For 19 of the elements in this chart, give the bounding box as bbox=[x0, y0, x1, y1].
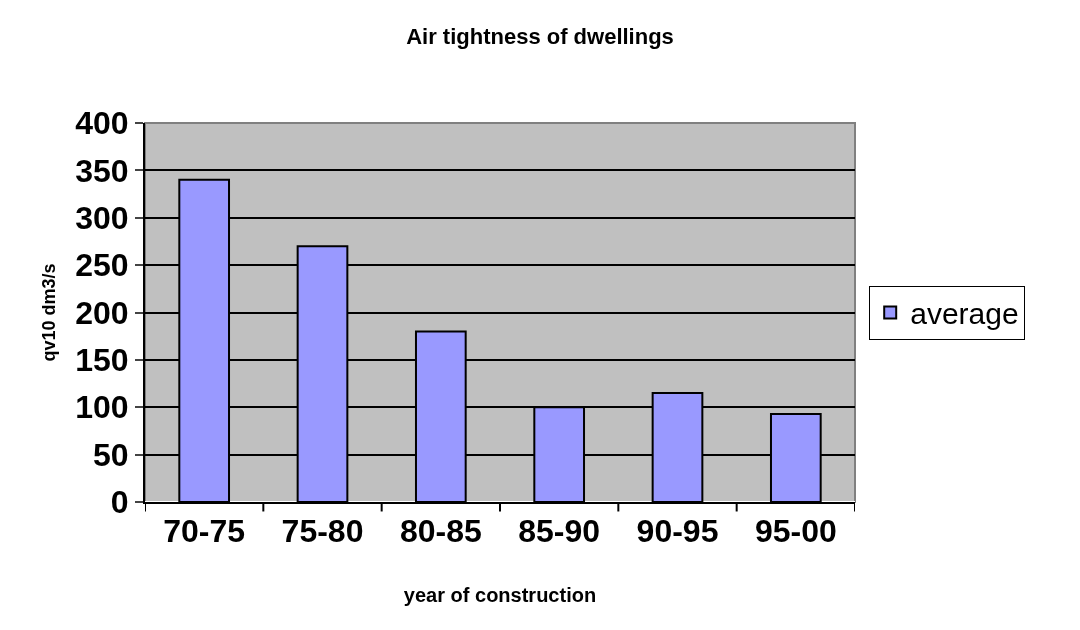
legend-label: average bbox=[910, 297, 1019, 331]
y-tick-label: 350 bbox=[75, 152, 129, 189]
y-tick-label: 200 bbox=[75, 294, 129, 331]
y-tick-label: 150 bbox=[75, 342, 129, 379]
y-tick-label: 100 bbox=[75, 389, 129, 426]
y-tick-label: 0 bbox=[110, 484, 129, 521]
x-axis-title: year of construction bbox=[403, 584, 597, 607]
y-tick-label: 300 bbox=[75, 199, 129, 236]
x-tick-label: 75-80 bbox=[281, 513, 364, 550]
x-tick-label: 90-95 bbox=[636, 513, 719, 550]
y-axis-title: qv10 dm3/s bbox=[38, 263, 59, 362]
y-tick-label: 400 bbox=[75, 105, 129, 142]
chart-title: Air tightness of dwellings bbox=[406, 23, 674, 49]
x-tick-label: 70-75 bbox=[163, 513, 246, 550]
x-tick-label: 85-90 bbox=[518, 513, 601, 550]
x-tick-label: 80-85 bbox=[399, 513, 482, 550]
x-tick-label: 95-00 bbox=[754, 513, 837, 550]
y-tick-label: 250 bbox=[75, 247, 129, 284]
y-tick-label: 50 bbox=[93, 436, 129, 473]
